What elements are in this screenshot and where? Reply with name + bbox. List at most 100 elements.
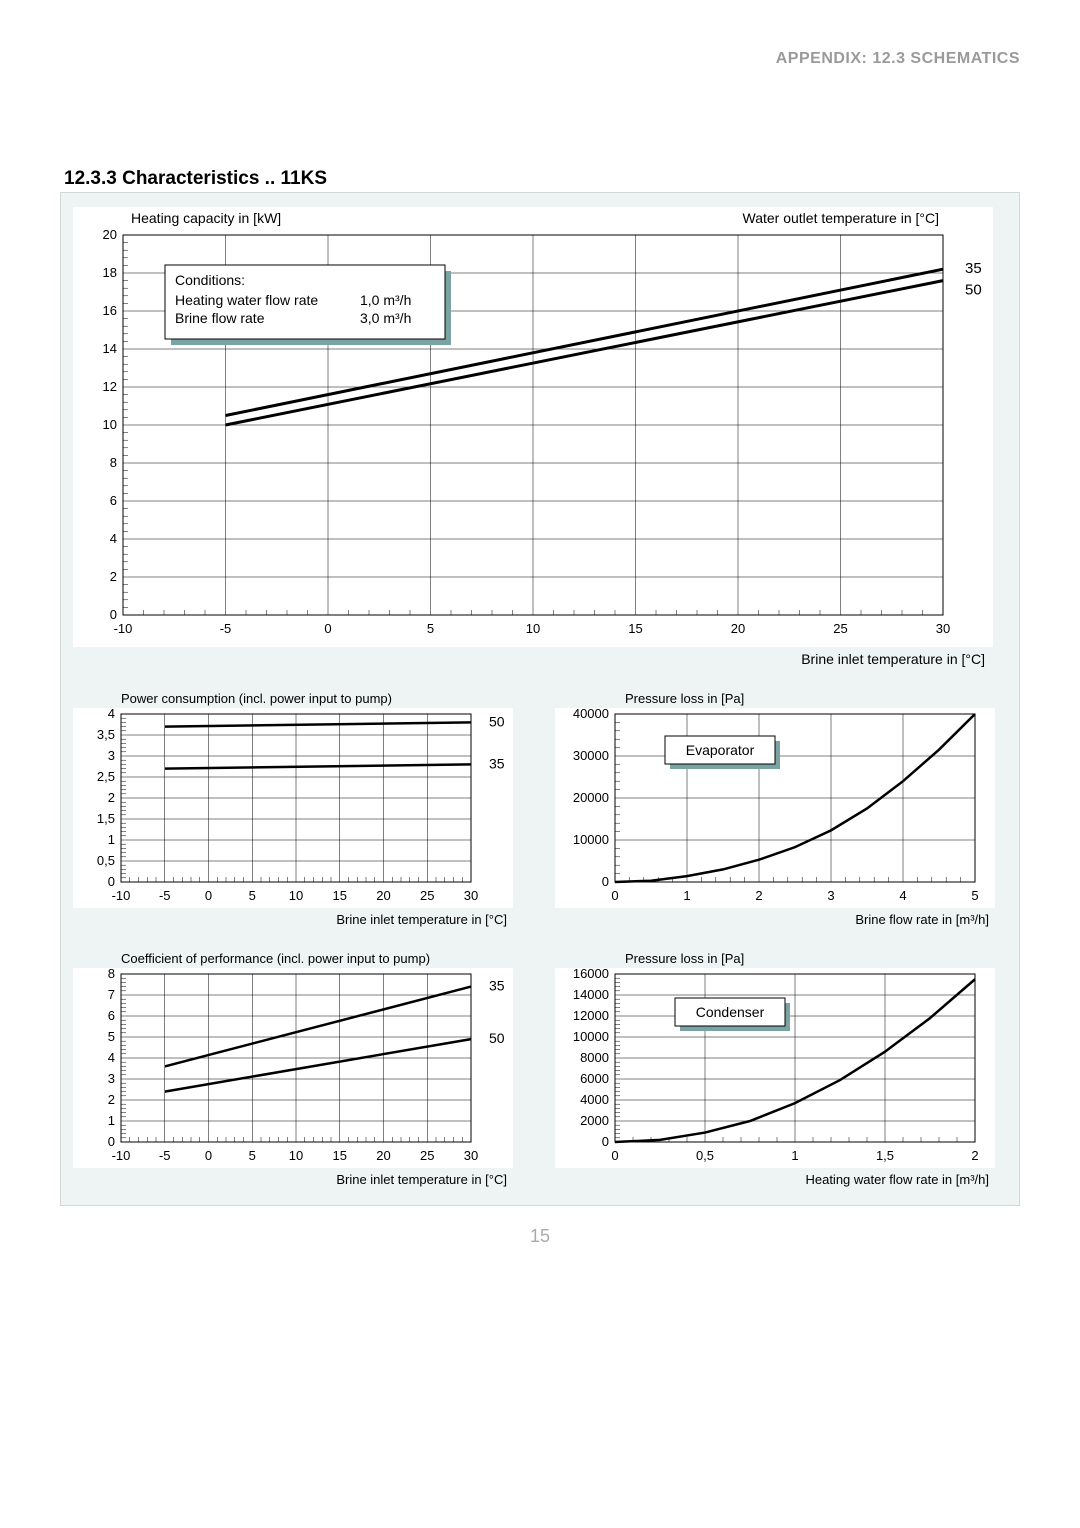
svg-text:1: 1 [791,1148,798,1163]
svg-text:-5: -5 [220,621,232,636]
svg-text:-10: -10 [112,1148,131,1163]
svg-text:-5: -5 [159,1148,171,1163]
svg-text:0: 0 [602,874,609,889]
svg-text:7: 7 [108,987,115,1002]
svg-text:25: 25 [833,621,847,636]
svg-text:20: 20 [376,1148,390,1163]
svg-text:2: 2 [971,1148,978,1163]
svg-text:3: 3 [108,1071,115,1086]
charts-panel: Heating capacity in [kW]Water outlet tem… [60,192,1020,1206]
svg-text:15: 15 [333,1148,347,1163]
page: APPENDIX: 12.3 SCHEMATICS 12.3.3 Charact… [0,0,1080,1277]
svg-text:35: 35 [489,755,505,771]
svg-text:5: 5 [249,1148,256,1163]
svg-text:0: 0 [324,621,331,636]
svg-text:18: 18 [103,265,117,280]
chart1-xlabel: Brine inlet temperature in [°C] [73,651,993,667]
svg-text:16: 16 [103,303,117,318]
svg-text:2000: 2000 [580,1113,609,1128]
svg-text:4: 4 [108,1050,115,1065]
svg-text:5: 5 [108,1029,115,1044]
svg-text:20: 20 [103,227,117,242]
svg-text:8: 8 [110,455,117,470]
svg-text:0: 0 [602,1134,609,1149]
svg-text:3: 3 [827,888,834,903]
svg-text:50: 50 [489,713,505,729]
chart5-title: Pressure loss in [Pa] [625,951,1007,966]
chart-cop: Coefficient of performance (incl. power … [73,951,525,1187]
svg-text:4000: 4000 [580,1092,609,1107]
svg-text:10000: 10000 [573,1029,609,1044]
svg-text:Heating water flow rate: Heating water flow rate [175,292,318,308]
page-header: APPENDIX: 12.3 SCHEMATICS [60,50,1020,68]
svg-text:10: 10 [103,417,117,432]
svg-text:12000: 12000 [573,1008,609,1023]
svg-text:30: 30 [464,1148,478,1163]
chart-pressure-evaporator: Pressure loss in [Pa] 010000200003000040… [555,691,1007,927]
svg-text:5: 5 [249,888,256,903]
svg-text:14: 14 [103,341,117,356]
chart5-xlabel: Heating water flow rate in [m³/h] [555,1172,995,1187]
chart3-xlabel: Brine flow rate in [m³/h] [555,912,995,927]
svg-text:3,0 m³/h: 3,0 m³/h [360,310,411,326]
chart1-svg: Heating capacity in [kW]Water outlet tem… [73,207,993,647]
svg-text:Evaporator: Evaporator [686,742,755,758]
svg-text:2: 2 [110,569,117,584]
svg-text:30000: 30000 [573,748,609,763]
svg-text:2: 2 [108,790,115,805]
chart2-title: Power consumption (incl. power input to … [121,691,525,706]
section-title: 12.3.3 Characteristics .. 11KS [60,168,1020,190]
chart2-xlabel: Brine inlet temperature in [°C] [73,912,513,927]
svg-text:Conditions:: Conditions: [175,272,245,288]
svg-text:50: 50 [965,282,982,299]
svg-text:4: 4 [108,708,115,721]
svg-text:20: 20 [731,621,745,636]
svg-text:5: 5 [427,621,434,636]
chart3-title: Pressure loss in [Pa] [625,691,1007,706]
svg-text:10000: 10000 [573,832,609,847]
svg-text:20: 20 [376,888,390,903]
svg-text:Condenser: Condenser [696,1004,765,1020]
svg-text:0,5: 0,5 [97,853,115,868]
svg-text:20000: 20000 [573,790,609,805]
svg-text:30: 30 [936,621,950,636]
svg-text:Brine flow rate: Brine flow rate [175,310,265,326]
svg-text:6000: 6000 [580,1071,609,1086]
svg-text:1: 1 [108,1113,115,1128]
svg-text:0: 0 [108,874,115,889]
svg-text:0: 0 [205,888,212,903]
svg-text:3,5: 3,5 [97,727,115,742]
svg-text:8: 8 [108,968,115,981]
svg-text:0: 0 [108,1134,115,1149]
svg-text:2: 2 [108,1092,115,1107]
svg-text:4: 4 [899,888,906,903]
svg-text:5: 5 [971,888,978,903]
svg-text:0: 0 [611,888,618,903]
svg-text:40000: 40000 [573,708,609,721]
chart4-xlabel: Brine inlet temperature in [°C] [73,1172,513,1187]
svg-text:0: 0 [205,1148,212,1163]
svg-text:15: 15 [628,621,642,636]
chart3-svg: 010000200003000040000012345Evaporator [555,708,995,908]
svg-text:15: 15 [333,888,347,903]
svg-text:8000: 8000 [580,1050,609,1065]
svg-text:3: 3 [108,748,115,763]
svg-text:10: 10 [289,1148,303,1163]
page-number: 15 [60,1226,1020,1247]
chart5-svg: 020004000600080001000012000140001600000,… [555,968,995,1168]
svg-text:-10: -10 [114,621,133,636]
chart-pressure-condenser: Pressure loss in [Pa] 0 2000 4000 6000 8000 1… [555,951,1007,1187]
svg-text:50: 50 [489,1030,505,1046]
chart-heating-capacity: Heating capacity in [kW]Water outlet tem… [73,207,1007,667]
svg-text:14000: 14000 [573,987,609,1002]
svg-text:Water outlet temperature in [°: Water outlet temperature in [°C] [743,210,940,226]
svg-text:2: 2 [755,888,762,903]
svg-text:-5: -5 [159,888,171,903]
svg-text:4: 4 [110,531,117,546]
chart4-svg: 012345678-10-50510152025303550 [73,968,513,1168]
svg-text:1,5: 1,5 [876,1148,894,1163]
svg-text:0: 0 [611,1148,618,1163]
chart4-title: Coefficient of performance (incl. power … [121,951,525,966]
svg-text:35: 35 [489,978,505,994]
svg-text:1: 1 [108,832,115,847]
